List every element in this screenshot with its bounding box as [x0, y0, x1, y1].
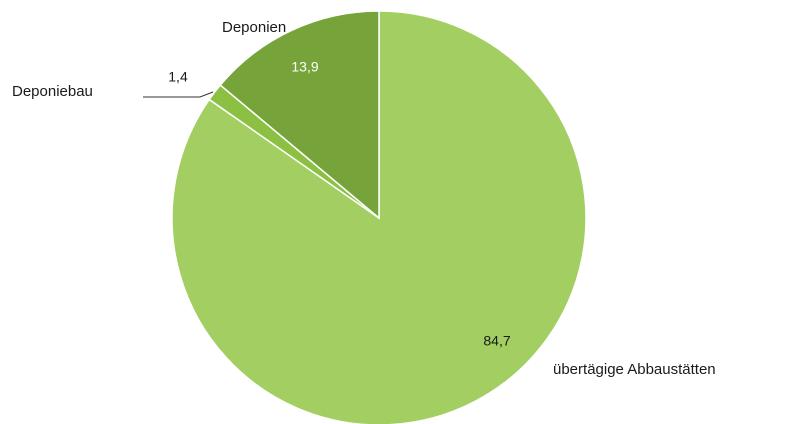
leader-line [143, 91, 214, 98]
data-label: 1,4 [168, 69, 188, 85]
slice-label: Deponiebau [12, 83, 93, 100]
pie-slice [219, 10, 380, 220]
slice-label: Deponien [222, 19, 286, 36]
data-label: 13,9 [291, 59, 318, 75]
slice-label: übertägige Abbaustätten [553, 361, 716, 378]
data-label: 84,7 [483, 333, 510, 349]
